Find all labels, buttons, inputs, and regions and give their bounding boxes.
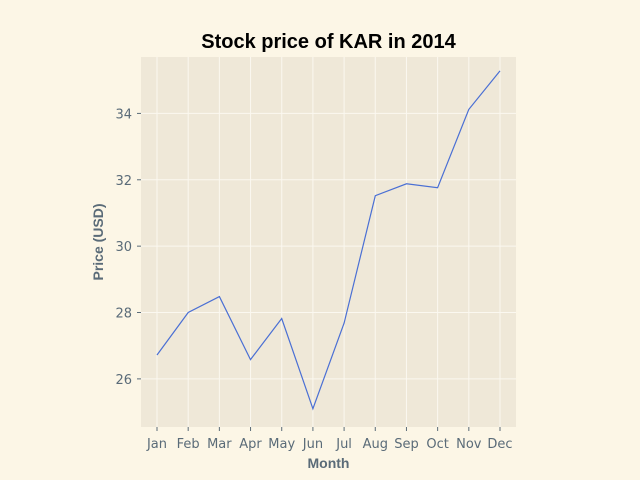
y-tick-label: 32 — [115, 174, 132, 189]
y-tick-label: 34 — [115, 107, 132, 122]
x-tick-label: Jun — [302, 437, 323, 452]
y-tick-label: 26 — [115, 373, 132, 388]
x-tick-label: Apr — [239, 437, 262, 452]
x-tick-label: May — [268, 437, 295, 452]
y-axis-label: Price (USD) — [90, 203, 106, 280]
gridlines — [141, 57, 516, 427]
x-tick-label: Feb — [177, 437, 200, 452]
x-tick-label: Dec — [487, 437, 512, 452]
price-series-line — [156, 70, 501, 411]
y-tick-label: 28 — [115, 307, 132, 322]
x-tick-label: Aug — [363, 437, 388, 452]
x-tick-label: Mar — [207, 437, 232, 452]
y-axis-ticks: 26 28 30 32 34 — [115, 107, 141, 388]
x-tick-label: Nov — [456, 437, 482, 452]
plot-area — [141, 57, 516, 427]
x-axis-ticks: Jan Feb Mar Apr May Jun Jul Aug Sep Oct Nov Dec — [146, 427, 513, 452]
x-axis-label: Month — [308, 455, 350, 471]
x-tick-label: Jan — [146, 437, 167, 452]
x-tick-label: Jul — [335, 437, 352, 452]
y-tick-label: 30 — [115, 240, 132, 255]
chart-title: Stock price of KAR in 2014 — [201, 31, 456, 53]
x-tick-label: Sep — [394, 437, 419, 452]
x-tick-label: Oct — [426, 437, 448, 452]
